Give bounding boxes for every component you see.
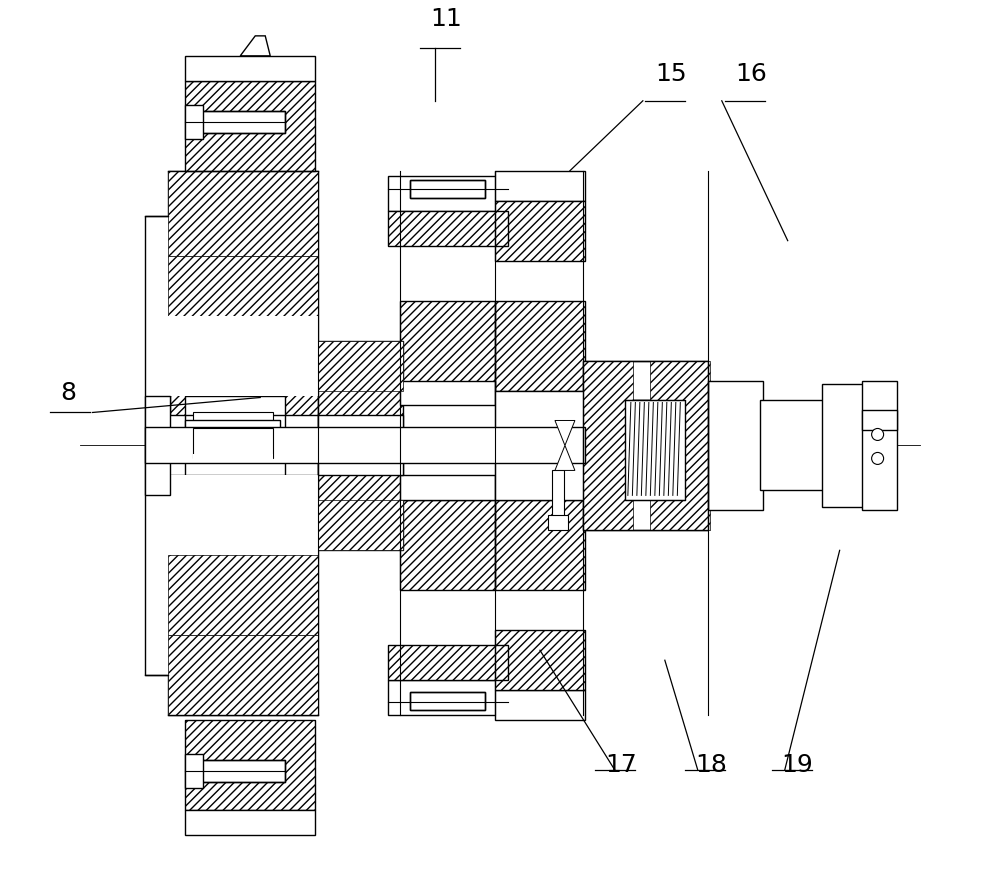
Bar xyxy=(195,760,285,782)
Bar xyxy=(495,391,585,500)
Circle shape xyxy=(872,428,884,441)
Bar xyxy=(168,416,318,475)
Bar xyxy=(495,500,585,590)
Bar xyxy=(168,475,318,555)
Bar xyxy=(318,416,403,475)
Bar xyxy=(583,360,633,530)
Bar xyxy=(168,171,318,255)
Polygon shape xyxy=(240,36,270,56)
Bar xyxy=(400,301,495,391)
Bar xyxy=(145,427,585,464)
Bar xyxy=(650,360,710,530)
Bar xyxy=(410,180,485,198)
Bar xyxy=(495,630,585,691)
Bar xyxy=(760,400,825,490)
Bar xyxy=(495,201,585,261)
Bar xyxy=(410,180,485,198)
Bar xyxy=(862,410,897,431)
Bar xyxy=(193,412,273,463)
Bar xyxy=(318,500,403,550)
Bar xyxy=(185,720,315,810)
Polygon shape xyxy=(555,446,575,471)
Bar xyxy=(388,211,508,246)
Bar xyxy=(318,341,403,550)
Bar xyxy=(583,360,708,400)
Bar xyxy=(410,692,485,710)
Bar xyxy=(168,171,318,716)
Bar xyxy=(583,400,708,490)
Bar xyxy=(168,635,318,716)
Bar xyxy=(195,760,285,782)
Bar xyxy=(708,381,763,510)
Bar xyxy=(495,301,585,391)
Bar xyxy=(495,691,585,720)
Bar xyxy=(145,215,170,676)
Bar xyxy=(185,56,315,81)
Bar xyxy=(400,500,495,590)
Bar xyxy=(400,500,495,590)
Bar xyxy=(862,381,897,510)
Bar xyxy=(400,301,495,391)
Bar xyxy=(495,301,585,391)
Bar xyxy=(822,384,867,507)
Bar xyxy=(495,500,585,590)
Bar xyxy=(193,455,273,463)
Bar xyxy=(185,810,315,835)
Bar xyxy=(168,171,318,716)
Bar xyxy=(495,630,585,691)
Bar xyxy=(185,720,315,810)
Bar xyxy=(168,416,318,475)
Text: 17: 17 xyxy=(605,753,637,777)
Bar xyxy=(495,171,585,201)
Bar xyxy=(400,381,495,406)
Bar xyxy=(185,435,280,450)
Bar xyxy=(388,211,508,246)
Bar xyxy=(318,416,403,475)
Text: 19: 19 xyxy=(782,753,813,777)
Text: 15: 15 xyxy=(655,61,686,85)
Text: 11: 11 xyxy=(430,7,462,31)
Bar xyxy=(495,201,585,261)
Bar xyxy=(185,81,315,171)
Bar xyxy=(318,341,403,550)
Bar xyxy=(185,395,285,496)
Bar xyxy=(410,692,485,710)
Bar xyxy=(410,180,485,198)
Bar xyxy=(388,680,508,716)
Text: 8: 8 xyxy=(60,382,76,406)
Bar xyxy=(388,175,508,211)
Bar xyxy=(548,515,568,530)
Bar xyxy=(388,645,508,680)
Text: 18: 18 xyxy=(695,753,727,777)
Bar xyxy=(193,428,273,458)
Bar xyxy=(410,692,485,710)
Bar xyxy=(145,395,170,496)
Bar xyxy=(195,110,285,133)
Text: 16: 16 xyxy=(735,61,767,85)
Bar xyxy=(400,475,495,500)
Bar xyxy=(195,110,285,133)
Bar xyxy=(583,360,708,530)
Bar xyxy=(185,420,280,435)
Bar xyxy=(185,754,203,789)
Bar xyxy=(195,110,285,133)
Bar xyxy=(185,105,203,139)
Bar xyxy=(583,490,708,530)
Bar xyxy=(388,645,508,680)
Bar xyxy=(195,760,285,782)
Polygon shape xyxy=(555,420,575,446)
Bar xyxy=(168,316,318,395)
Bar xyxy=(168,555,318,635)
Bar xyxy=(168,255,318,336)
Bar xyxy=(625,400,685,500)
Circle shape xyxy=(872,452,884,465)
Bar xyxy=(552,471,564,521)
Bar xyxy=(318,341,403,391)
Bar xyxy=(185,81,315,171)
